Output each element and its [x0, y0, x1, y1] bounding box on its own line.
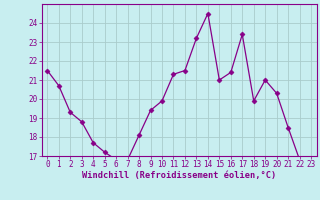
- X-axis label: Windchill (Refroidissement éolien,°C): Windchill (Refroidissement éolien,°C): [82, 171, 276, 180]
